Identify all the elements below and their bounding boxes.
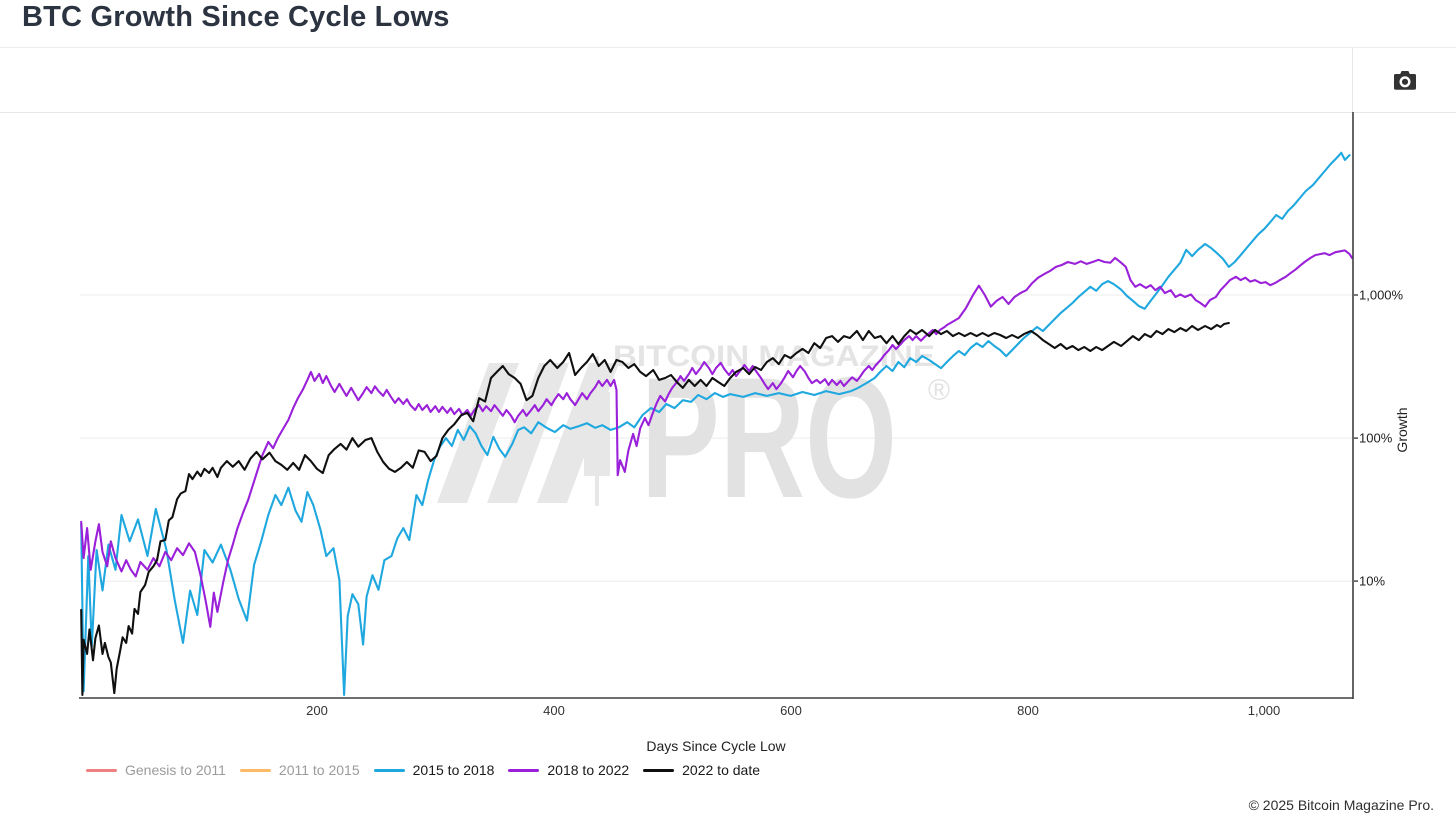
x-tick-label: 200 xyxy=(306,703,328,718)
legend-item-2018-to-2022[interactable]: 2018 to 2022 xyxy=(506,760,631,780)
page-header: BTC Growth Since Cycle Lows xyxy=(0,0,1456,48)
watermark-line1: BITCOIN MAGAZINE xyxy=(613,340,935,373)
legend-item-2022-to-date[interactable]: 2022 to date xyxy=(641,760,762,780)
legend-item-2015-to-2018[interactable]: 2015 to 2018 xyxy=(372,760,497,780)
watermark-line2: PRO xyxy=(641,342,897,534)
logo-stripe-icon xyxy=(437,363,519,503)
legend-swatch xyxy=(643,768,675,772)
y-tick-label: 1,000% xyxy=(1359,287,1404,303)
series-line-2018-to-2022 xyxy=(80,249,1354,628)
camera-icon xyxy=(1393,70,1416,90)
legend-swatch xyxy=(239,768,271,772)
chart-legend: Genesis to 2011 2011 to 2015 2015 to 201… xyxy=(84,760,762,780)
legend-item-2011-to-2015[interactable]: 2011 to 2015 xyxy=(238,760,362,780)
legend-item-label: 2022 to date xyxy=(682,762,760,778)
legend-item-label: 2015 to 2018 xyxy=(412,762,495,778)
legend-item-genesis-to-2011[interactable]: Genesis to 2011 xyxy=(84,760,228,780)
x-tick-label: 400 xyxy=(543,703,565,718)
legend-item-label: 2011 to 2015 xyxy=(278,762,360,778)
y-tick-label: 10% xyxy=(1359,573,1386,589)
legend-swatch xyxy=(508,768,540,772)
registered-mark: ® xyxy=(928,374,950,407)
series-line-2022-to-date xyxy=(80,321,1230,697)
legend-item-label: Genesis to 2011 xyxy=(125,762,226,778)
legend-swatch xyxy=(373,768,405,772)
y-axis-title: Growth xyxy=(1394,407,1410,453)
toolbar-right-cell xyxy=(1352,48,1456,112)
x-axis-title: Days Since Cycle Low xyxy=(646,738,786,754)
logo-candle-wick-icon xyxy=(595,356,599,506)
page-title: BTC Growth Since Cycle Lows xyxy=(22,1,450,33)
copyright: © 2025 Bitcoin Magazine Pro. xyxy=(1248,797,1434,813)
chart-toolbar xyxy=(0,48,1456,113)
x-tick-label: 600 xyxy=(780,703,802,718)
legend-swatch xyxy=(86,768,117,772)
x-tick-label: 1,000 xyxy=(1247,703,1281,718)
y-tick-label: 100% xyxy=(1359,430,1393,446)
legend-item-label: 2018 to 2022 xyxy=(547,762,630,778)
series-line-2015-to-2018 xyxy=(80,151,1351,697)
x-tick-label: 800 xyxy=(1017,703,1039,718)
logo-stripe-icon xyxy=(487,363,569,503)
screenshot-button[interactable] xyxy=(1389,66,1421,95)
